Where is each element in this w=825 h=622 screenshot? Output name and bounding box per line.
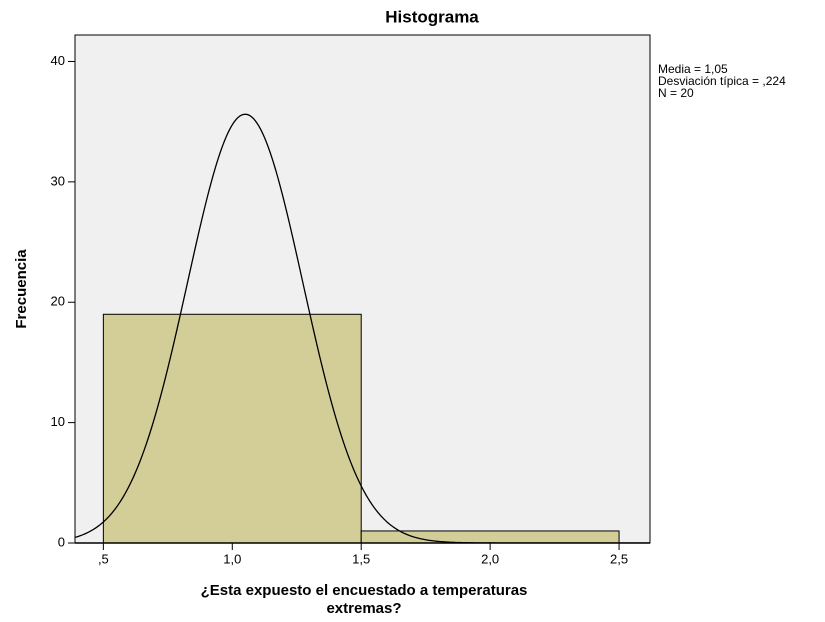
- x-tick-label: ,5: [98, 551, 109, 566]
- x-tick-label: 1,5: [352, 551, 370, 566]
- y-tick-label: 40: [51, 53, 65, 68]
- x-axis-label: extremas?: [326, 600, 401, 617]
- chart-title: Histograma: [385, 7, 479, 26]
- x-tick-label: 1,0: [223, 551, 241, 566]
- annotation: Media = 1,05: [658, 62, 728, 76]
- y-tick-label: 30: [51, 173, 65, 188]
- y-tick-label: 0: [58, 534, 65, 549]
- y-axis-label: Frecuencia: [13, 249, 30, 329]
- x-axis-label: ¿Esta expuesto el encuestado a temperatu…: [201, 582, 528, 599]
- annotation: Desviación típica = ,224: [658, 74, 786, 88]
- x-tick-label: 2,0: [481, 551, 499, 566]
- bar: [360, 530, 620, 544]
- annotation: N = 20: [658, 86, 694, 100]
- x-tick-label: 2,5: [610, 551, 628, 566]
- y-tick-label: 10: [51, 414, 65, 429]
- normal-curve: [75, 113, 650, 543]
- bar: [102, 313, 362, 544]
- y-tick-label: 20: [51, 294, 65, 309]
